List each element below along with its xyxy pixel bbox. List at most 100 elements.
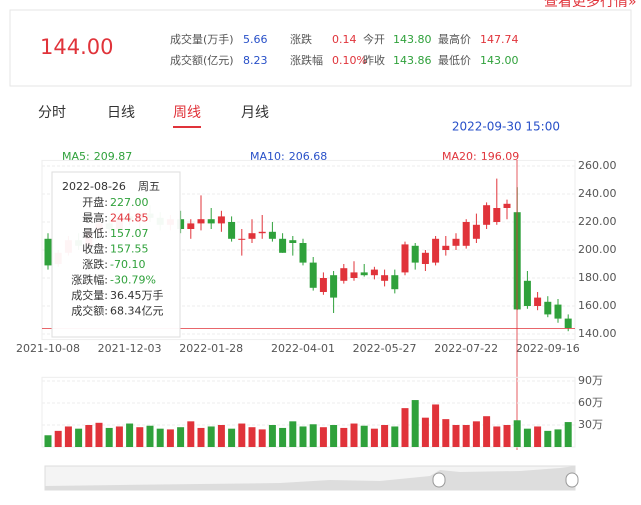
- volume-bar: [370, 428, 378, 447]
- ma-labels: MA5: 209.87 MA10: 206.68 MA20: 196.09: [62, 150, 519, 163]
- candle-body: [177, 219, 185, 229]
- candle-body: [564, 318, 572, 329]
- tab[interactable]: 日线: [107, 105, 135, 121]
- tab[interactable]: 月线: [241, 105, 269, 121]
- volume-bar: [177, 427, 185, 447]
- volume-bar: [513, 420, 521, 447]
- y-tick-label: 140.00: [578, 327, 617, 340]
- tooltip-date: 2022-08-26: [62, 180, 126, 193]
- ma-label: MA5: 209.87: [62, 150, 132, 163]
- quote-value: 8.23: [243, 54, 268, 67]
- volume-bar: [452, 425, 460, 447]
- volume-bar: [95, 422, 103, 447]
- volume-bar: [217, 425, 225, 447]
- volume-bar: [156, 428, 164, 447]
- y-tick-label: 200.00: [578, 243, 617, 256]
- ma-name: MA20:: [442, 150, 477, 163]
- volume-bar: [85, 425, 93, 447]
- volume-bar: [44, 435, 52, 447]
- ma-label: MA20: 196.09: [442, 150, 519, 163]
- candle-body: [544, 301, 552, 315]
- quote-value: 0.14: [332, 33, 357, 46]
- candle-body: [462, 222, 470, 246]
- tooltip-label: 开盘:: [82, 195, 108, 209]
- volume-bar: [105, 427, 113, 447]
- tooltip-value: 157.07: [110, 227, 149, 240]
- volume-bar: [462, 425, 470, 447]
- candle-body: [360, 272, 368, 276]
- ma-value: 206.68: [289, 150, 328, 163]
- candle-body: [421, 252, 429, 264]
- volume-bar: [564, 422, 572, 447]
- candle-body: [503, 203, 511, 208]
- candle-body: [44, 238, 52, 266]
- quote-label: 最高价: [438, 32, 471, 46]
- ma-value: 209.87: [94, 150, 133, 163]
- tab[interactable]: 分时: [38, 105, 66, 121]
- tooltip-label: 涨跌:: [82, 257, 108, 271]
- navigator-handle[interactable]: [432, 472, 446, 488]
- volume-bar: [75, 428, 83, 447]
- candle-body: [299, 243, 307, 263]
- tooltip-value: 244.85: [110, 212, 149, 225]
- volume-bar: [391, 426, 399, 447]
- volume-bar: [248, 427, 256, 447]
- quote-label: 今开: [363, 32, 385, 46]
- volume-bar: [279, 427, 287, 447]
- candle-body: [228, 222, 236, 239]
- navigator-handle[interactable]: [565, 472, 579, 488]
- candle-body: [534, 297, 542, 306]
- timestamp: 2022-09-30 15:00: [452, 120, 560, 134]
- volume-bar: [421, 417, 429, 447]
- tooltip-label: 成交额:: [71, 304, 108, 318]
- candle-body: [523, 280, 531, 306]
- candle-body: [268, 231, 276, 239]
- candle-body: [381, 275, 389, 281]
- tab-active[interactable]: 周线: [173, 105, 201, 121]
- volume-bar: [299, 426, 307, 447]
- quote-label: 涨跌幅: [290, 53, 323, 67]
- tooltip-value: 36.45万手: [110, 288, 164, 302]
- candle-body: [493, 208, 501, 222]
- volume-bar: [289, 421, 297, 447]
- volume-bar: [146, 425, 154, 447]
- candle-body: [411, 245, 419, 263]
- volume-bar: [207, 426, 215, 447]
- volume-bar: [166, 429, 174, 447]
- tooltip-value: 227.00: [110, 196, 149, 209]
- volume-bar: [197, 427, 205, 447]
- quote-value: 5.66: [243, 33, 268, 46]
- candle-body: [238, 238, 246, 240]
- quote-grid: 成交量(万手) 5.66 涨跌 0.14 今开 143.80 最高价 147.74 成交额(亿元…: [170, 32, 519, 67]
- more-link[interactable]: 查看更多行情»: [544, 0, 637, 10]
- volume-chart: 90万 60万 30万: [41, 374, 603, 448]
- x-tick-label: 2022-09-16: [516, 342, 580, 355]
- volume-bar: [54, 430, 62, 447]
- volume-bar: [401, 408, 409, 447]
- volume-bar: [442, 419, 450, 447]
- candle-body: [401, 244, 409, 273]
- navigator[interactable]: [44, 465, 579, 491]
- volume-bar: [534, 426, 542, 447]
- tooltip-label: 最高:: [82, 211, 108, 225]
- volume-bar: [64, 426, 72, 447]
- y-tick-label: 180.00: [578, 271, 617, 284]
- candle-body: [442, 245, 450, 250]
- candle-body: [330, 275, 338, 298]
- quote-value: 143.80: [393, 33, 432, 46]
- candle-body: [350, 272, 358, 278]
- tooltip-weekday: 周五: [138, 180, 160, 193]
- quote-value: 143.86: [393, 54, 432, 67]
- candle-body: [554, 304, 562, 319]
- x-tick-label: 2022-05-27: [353, 342, 417, 355]
- quote-label: 成交量(万手): [170, 32, 234, 46]
- quote-value: 147.74: [480, 33, 519, 46]
- tooltip-value: 68.34亿元: [110, 305, 164, 318]
- volume-bar: [238, 423, 246, 447]
- quote-value: 0.10%: [332, 54, 367, 67]
- price-chart: 260.00 240.00 220.00 200.00 180.00 160.00 140.…: [16, 159, 616, 355]
- volume-bar: [136, 427, 144, 447]
- volume-bar: [381, 425, 389, 447]
